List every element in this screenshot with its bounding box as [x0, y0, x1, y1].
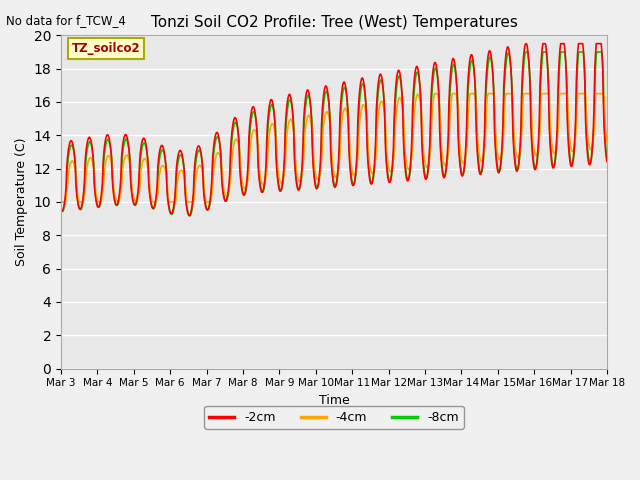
-4cm: [603, 139, 611, 144]
-2cm: [57, 207, 65, 213]
-8cm: [121, 137, 129, 143]
-2cm: [222, 198, 230, 204]
-2cm: [391, 98, 399, 104]
-8cm: [186, 213, 194, 219]
-4cm: [221, 192, 229, 198]
-2cm: [186, 213, 193, 218]
-2cm: [603, 158, 611, 164]
-4cm: [431, 91, 438, 96]
-4cm: [249, 130, 257, 135]
-2cm: [121, 132, 129, 138]
-4cm: [121, 154, 129, 160]
Line: -2cm: -2cm: [61, 44, 607, 216]
-4cm: [57, 199, 65, 205]
-2cm: [250, 104, 257, 109]
-8cm: [391, 111, 399, 117]
-4cm: [421, 158, 429, 164]
Line: -8cm: -8cm: [61, 52, 607, 216]
-2cm: [270, 108, 278, 113]
Legend: -2cm, -4cm, -8cm: -2cm, -4cm, -8cm: [204, 406, 464, 429]
Text: TZ_soilco2: TZ_soilco2: [72, 42, 141, 55]
-8cm: [57, 207, 65, 213]
Title: Tonzi Soil CO2 Profile: Tree (West) Temperatures: Tonzi Soil CO2 Profile: Tree (West) Temp…: [150, 15, 517, 30]
-8cm: [250, 109, 257, 115]
-2cm: [522, 41, 530, 47]
-8cm: [222, 198, 230, 204]
-2cm: [422, 176, 429, 182]
-8cm: [603, 155, 611, 160]
-8cm: [422, 174, 429, 180]
-4cm: [269, 121, 277, 127]
Line: -4cm: -4cm: [61, 94, 607, 202]
X-axis label: Time: Time: [319, 394, 349, 407]
-4cm: [390, 150, 398, 156]
Text: No data for f_TCW_4: No data for f_TCW_4: [6, 14, 126, 27]
Y-axis label: Soil Temperature (C): Soil Temperature (C): [15, 138, 28, 266]
-8cm: [522, 49, 530, 55]
-8cm: [270, 109, 278, 115]
